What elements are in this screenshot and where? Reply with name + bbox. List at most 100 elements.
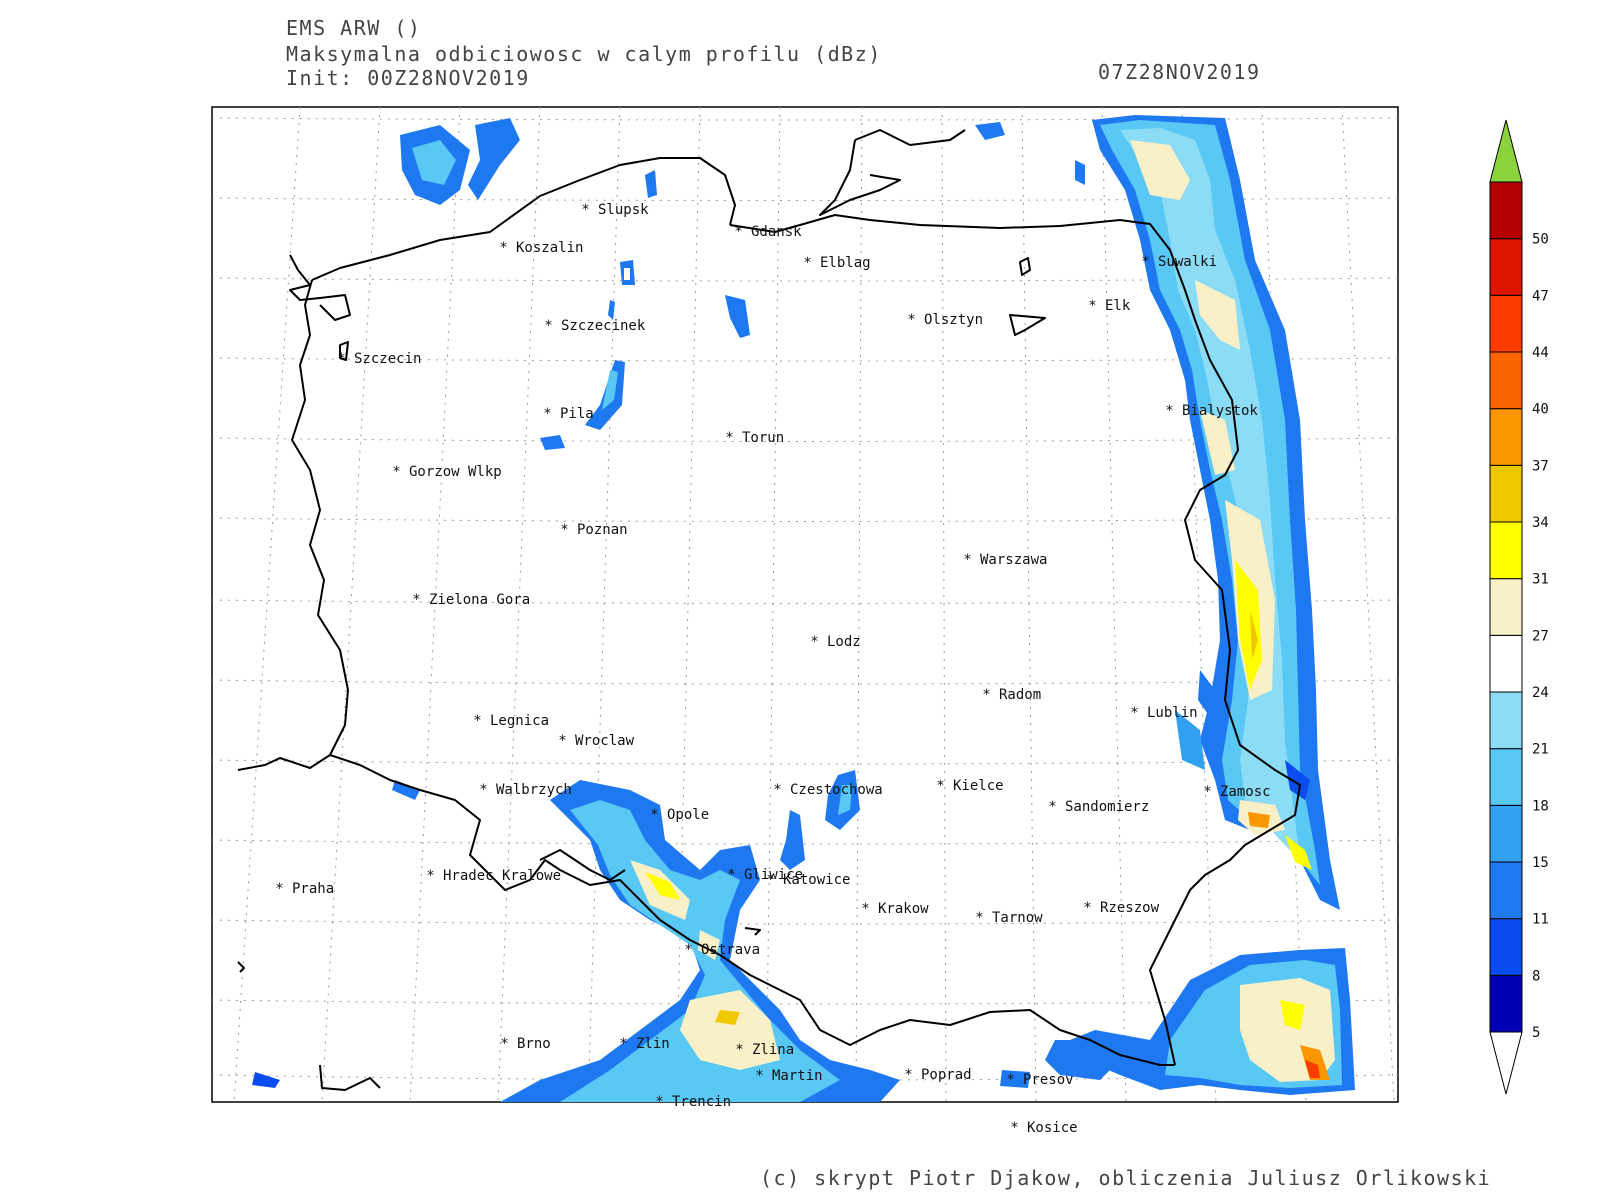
svg-text:*: * [338,351,345,367]
city-praha: * Praha [276,881,334,897]
city-gdansk: * Gdansk [735,224,802,240]
svg-text:Wroclaw: Wroclaw [575,733,635,749]
city-martin: * Martin [756,1068,823,1084]
svg-text:Kielce: Kielce [953,778,1004,794]
svg-text:*: * [544,406,551,422]
legend-level-label: 8 [1532,968,1540,984]
city-trencin: * Trencin [656,1094,731,1110]
svg-text:Legnica: Legnica [490,713,549,729]
city-elblag: * Elblag [804,255,871,271]
svg-text:Zamosc: Zamosc [1220,784,1271,800]
svg-text:Warszawa: Warszawa [980,552,1047,568]
legend-swatch [1489,238,1523,296]
svg-text:*: * [685,942,692,958]
legend-swatch [1489,691,1523,750]
svg-text:*: * [1089,298,1096,314]
svg-text:Szczecinek: Szczecinek [561,318,646,334]
svg-text:*: * [964,552,971,568]
svg-text:*: * [501,1036,508,1052]
svg-text:Opole: Opole [667,807,709,823]
svg-text:Hradec Kralowe: Hradec Kralowe [443,868,561,884]
svg-text:*: * [276,881,283,897]
legend-level-label: 18 [1532,798,1549,814]
legend-level-label: 27 [1532,628,1549,644]
svg-text:Presov: Presov [1023,1072,1074,1088]
svg-text:*: * [582,202,589,218]
svg-text:*: * [735,224,742,240]
city-labels: * Slupsk * Koszalin * Gdansk * Elblag * Suwal… [276,202,1271,1136]
city-walbrzych: * Walbrzych [480,782,572,798]
svg-text:*: * [545,318,552,334]
svg-text:Gdansk: Gdansk [751,224,802,240]
svg-text:Poprad: Poprad [921,1067,972,1083]
svg-text:Koszalin: Koszalin [516,240,583,256]
city-krakow: * Krakow [862,901,929,917]
city-brno: * Brno [501,1036,551,1052]
svg-text:Lublin: Lublin [1147,705,1198,721]
city-szczecinek: * Szczecinek [545,318,646,334]
city-zielona-gora: * Zielona Gora [413,592,530,608]
svg-text:*: * [774,782,781,798]
svg-text:Ostrava: Ostrava [701,942,760,958]
svg-text:*: * [1084,900,1091,916]
city-suwalki: * Suwalki [1142,254,1217,270]
city-radom: * Radom [983,687,1041,703]
svg-text:Slupsk: Slupsk [598,202,649,218]
valid-time: 07Z28NOV2019 [1098,60,1261,84]
city-kosice: * Kosice [1011,1120,1078,1136]
svg-text:*: * [620,1036,627,1052]
legend-under-arrow [1489,1031,1523,1095]
svg-text:Czestochowa: Czestochowa [790,782,883,798]
city-torun: * Torun [726,430,784,446]
city-zlin: * Zlin [620,1036,670,1052]
svg-text:Gorzow Wlkp: Gorzow Wlkp [409,464,502,480]
svg-text:Elblag: Elblag [820,255,871,271]
svg-text:*: * [937,778,944,794]
svg-text:Tarnow: Tarnow [992,910,1043,926]
svg-text:Katowice: Katowice [783,872,850,888]
svg-text:*: * [393,464,400,480]
svg-text:Poznan: Poznan [577,522,628,538]
svg-text:*: * [651,807,658,823]
svg-text:Rzeszow: Rzeszow [1100,900,1160,916]
legend-level-label: 5 [1532,1025,1540,1041]
svg-text:*: * [862,901,869,917]
city-szczecin: * Szczecin [338,351,421,367]
legend-swatch [1489,521,1523,580]
city-gliwice: * Gliwice [728,867,803,883]
city-lublin: * Lublin [1131,705,1198,721]
svg-text:*: * [767,872,774,888]
svg-text:Bialystok: Bialystok [1182,403,1258,419]
city-olsztyn: * Olsztyn [908,312,983,328]
svg-text:*: * [804,255,811,271]
svg-text:*: * [500,240,507,256]
city-slupsk: * Slupsk [582,202,649,218]
svg-text:*: * [1142,254,1149,270]
svg-text:Praha: Praha [292,881,334,897]
legend-swatch [1489,974,1523,1033]
svg-text:*: * [474,713,481,729]
city-pila: * Pila [544,406,594,422]
legend-level-label: 11 [1532,912,1549,928]
svg-text:Zlina: Zlina [752,1042,794,1058]
model-title: EMS ARW () [286,16,422,40]
city-presov: * Presov [1007,1072,1074,1088]
city-sandomierz: * Sandomierz [1049,799,1149,815]
color-legend: 5 8 11 15 18 21 24 27 31 34 37 40 44 47 50 [1489,119,1549,1095]
svg-text:*: * [561,522,568,538]
legend-level-label: 37 [1532,458,1549,474]
svg-text:Lodz: Lodz [827,634,861,650]
legend-level-label: 15 [1532,855,1549,871]
legend-level-label: 31 [1532,572,1549,588]
svg-text:*: * [756,1068,763,1084]
svg-text:Kosice: Kosice [1027,1120,1078,1136]
legend-swatch [1489,464,1523,523]
svg-text:Pila: Pila [560,406,594,422]
svg-text:Zielona Gora: Zielona Gora [429,592,530,608]
legend-swatch [1489,861,1523,920]
svg-text:Sandomierz: Sandomierz [1065,799,1149,815]
city-katowice: * Katowice [767,872,850,888]
svg-text:Zlin: Zlin [636,1036,670,1052]
svg-text:Torun: Torun [742,430,784,446]
